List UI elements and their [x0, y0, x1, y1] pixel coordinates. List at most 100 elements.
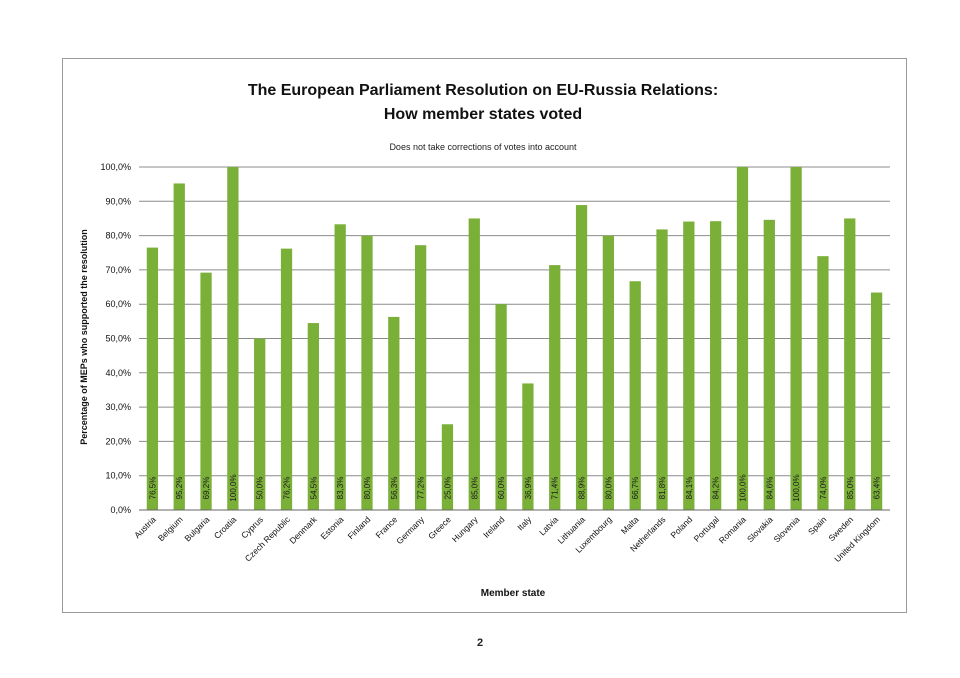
- bar-belgium: [173, 183, 185, 510]
- chart-subtitle: Does not take corrections of votes into …: [389, 142, 577, 152]
- x-category-label: Italy: [515, 514, 534, 533]
- x-category-label: Estonia: [318, 514, 345, 541]
- bar-france: [388, 316, 400, 510]
- x-category-label: Germany: [394, 514, 426, 546]
- y-tick-label: 30,0%: [105, 402, 131, 412]
- bar-finland: [361, 235, 373, 510]
- x-category-label: Ireland: [481, 514, 507, 540]
- bar-romania: [736, 167, 749, 510]
- bar-germany: [414, 245, 427, 511]
- x-category-label: Latvia: [537, 514, 560, 537]
- y-tick-label: 40,0%: [105, 368, 131, 378]
- y-tick-label: 70,0%: [105, 265, 131, 275]
- y-tick-label: 20,0%: [105, 436, 131, 446]
- x-category-label: Finland: [346, 514, 373, 541]
- data-labels: 76,5% 95,2% 69,2% 100,0% 50,0% 76,2% 54,5% 83,3…: [148, 474, 881, 501]
- bar-netherlands: [656, 229, 668, 510]
- data-label: 76,5%: [148, 477, 157, 500]
- x-category-label: Malta: [619, 514, 641, 536]
- x-category-label: Croatia: [212, 514, 239, 541]
- bar-luxembourg: [602, 235, 615, 510]
- bar-austria: [146, 247, 159, 511]
- data-label: 80,0%: [363, 477, 372, 500]
- page-number: 2: [476, 637, 484, 649]
- bar-portugal: [710, 221, 722, 510]
- bars: [146, 167, 883, 511]
- data-label: 36,9%: [524, 477, 533, 500]
- x-category-label: France: [373, 514, 399, 540]
- data-label: 83,3%: [336, 477, 345, 500]
- x-category-label: Austria: [132, 514, 158, 540]
- data-label: 100,0%: [229, 474, 238, 501]
- data-label: 54,5%: [309, 477, 318, 500]
- y-tick-label: 60,0%: [105, 299, 131, 309]
- bar-hungary: [468, 218, 480, 510]
- x-category-label: Poland: [668, 514, 694, 540]
- bar-slovenia: [790, 167, 802, 510]
- bar-denmark: [307, 323, 319, 510]
- chart-title-line-1: The European Parliament Resolution on EU…: [248, 82, 718, 99]
- y-tick-label: 80,0%: [105, 231, 131, 241]
- bar-spain: [817, 256, 829, 510]
- y-tick-label: 10,0%: [105, 471, 131, 481]
- bar-ireland: [495, 304, 507, 510]
- gridlines: [139, 166, 890, 477]
- data-label: 60,0%: [497, 477, 506, 500]
- bar-bulgaria: [200, 272, 212, 510]
- x-category-label: Slovenia: [771, 514, 801, 544]
- chart-title-line-2: How member states voted: [384, 106, 582, 123]
- data-label: 84,1%: [685, 477, 694, 500]
- chart-frame: The European Parliament Resolution on EU…: [62, 58, 907, 613]
- data-label: 63,4%: [873, 477, 882, 500]
- data-label: 69,2%: [202, 477, 211, 500]
- y-axis-label: Percentage of MEPs who supported the res…: [79, 229, 89, 445]
- bar-united-kingdom: [870, 292, 883, 510]
- bar-lithuania: [575, 205, 588, 510]
- y-tick-label: 50,0%: [105, 334, 131, 344]
- x-category-label: Hungary: [450, 514, 480, 544]
- data-label: 84,6%: [765, 477, 774, 500]
- x-category-label: Cyprus: [239, 514, 265, 540]
- x-category-label: Slovakia: [745, 514, 775, 544]
- data-label: 74,0%: [819, 477, 828, 500]
- data-label: 80,0%: [604, 477, 613, 500]
- y-tick-label: 100,0%: [100, 162, 131, 172]
- bar-greece: [441, 424, 454, 510]
- data-label: 81,8%: [658, 477, 667, 500]
- data-label: 85,0%: [470, 477, 479, 500]
- y-axis-ticks: 0,0% 10,0% 20,0% 30,0% 40,0% 50,0% 60,0% 70,0% 8…: [100, 162, 131, 515]
- x-category-label: Denmark: [287, 514, 319, 546]
- data-label: 77,2%: [417, 477, 426, 500]
- bar-italy: [522, 383, 534, 510]
- bar-slovakia: [763, 219, 775, 510]
- x-axis-label: Member state: [481, 588, 546, 599]
- data-label: 95,2%: [175, 477, 184, 500]
- bar-cyprus: [254, 338, 266, 510]
- data-label: 100,0%: [792, 474, 801, 501]
- x-category-label: Romania: [717, 514, 748, 545]
- bar-latvia: [549, 265, 561, 510]
- data-label: 88,9%: [578, 477, 587, 500]
- data-label: 76,2%: [283, 477, 292, 500]
- y-tick-label: 90,0%: [105, 196, 131, 206]
- x-category-label: Spain: [806, 514, 829, 537]
- x-category-label: Belgium: [156, 514, 185, 543]
- bar-croatia: [227, 167, 239, 510]
- bar-czech-republic: [280, 248, 293, 510]
- y-tick-label: 0,0%: [110, 505, 131, 515]
- data-label: 25,0%: [443, 477, 452, 500]
- bar-malta: [629, 281, 641, 510]
- bar-poland: [683, 221, 695, 511]
- data-label: 84,2%: [712, 477, 721, 500]
- data-label: 100,0%: [738, 474, 747, 501]
- data-label: 66,7%: [631, 477, 640, 500]
- bar-chart: The European Parliament Resolution on EU…: [79, 82, 890, 599]
- data-label: 71,4%: [551, 477, 560, 500]
- x-category-label: Bulgaria: [182, 514, 211, 543]
- bar-estonia: [334, 224, 346, 510]
- data-label: 50,0%: [256, 477, 265, 500]
- bar-sweden: [844, 218, 856, 510]
- data-label: 56,3%: [390, 477, 399, 500]
- data-label: 85,0%: [846, 477, 855, 500]
